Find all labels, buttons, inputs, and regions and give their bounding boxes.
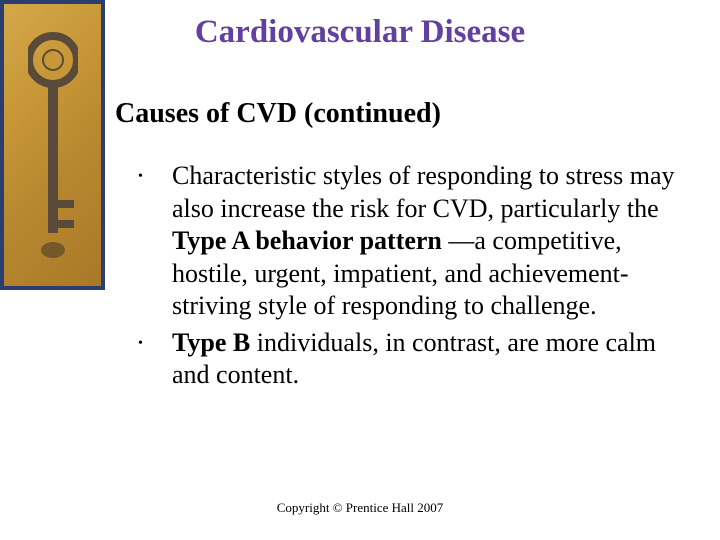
copyright-text: Copyright © Prentice Hall 2007: [0, 500, 720, 516]
key-icon: [28, 25, 78, 265]
bullet-text-segment: Characteristic styles of responding to s…: [172, 161, 675, 223]
slide-subtitle: Causes of CVD (continued): [115, 98, 441, 130]
bullet-item: Type B individuals, in contrast, are mor…: [130, 327, 690, 392]
bullet-list: Characteristic styles of responding to s…: [130, 160, 690, 396]
bullet-text-segment: Type A behavior pattern: [172, 226, 448, 255]
bullet-item: Characteristic styles of responding to s…: [130, 160, 690, 323]
bullet-text-segment: Type B: [172, 328, 257, 357]
slide-title: Cardiovascular Disease: [0, 14, 720, 51]
